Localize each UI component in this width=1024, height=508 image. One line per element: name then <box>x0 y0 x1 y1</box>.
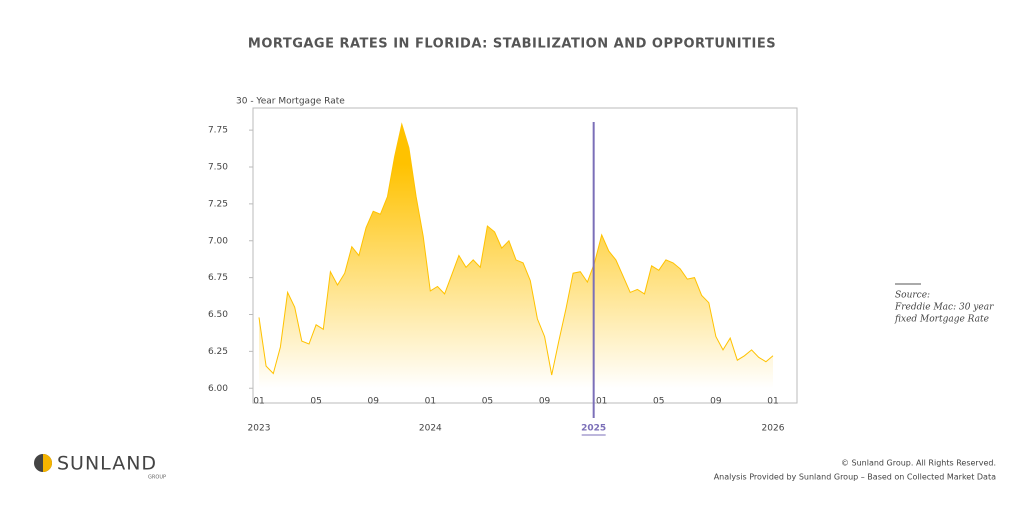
x-tick-label: 05 <box>653 397 664 407</box>
x-tick-label: 09 <box>367 397 379 407</box>
x-tick-label: 09 <box>539 397 551 407</box>
copyright: © Sunland Group. All Rights Reserved. <box>841 459 996 468</box>
analysis-note: Analysis Provided by Sunland Group – Bas… <box>714 473 996 482</box>
x-tick-label: 01 <box>253 397 264 407</box>
y-tick-label: 6.75 <box>208 273 228 283</box>
x-tick-label: 01 <box>596 397 607 407</box>
source-line: fixed Mortgage Rate <box>894 315 989 325</box>
source-heading: Source: <box>895 291 930 301</box>
y-tick-label: 7.00 <box>208 236 228 246</box>
line <box>258 122 774 376</box>
x-tick-label: 05 <box>310 397 321 407</box>
y-axis-label: 30 - Year Mortgage Rate <box>236 97 345 107</box>
year-label: 2026 <box>762 424 785 434</box>
chart-title: MORTGAGE RATES IN FLORIDA: STABILIZATION… <box>248 37 776 52</box>
year-label: 2025 <box>581 424 606 434</box>
x-tick-label: 01 <box>425 397 436 407</box>
logo-text: SUNLAND <box>57 453 157 475</box>
x-tick-label: 05 <box>482 397 493 407</box>
y-tick-label: 7.50 <box>208 163 228 173</box>
logo-sub: GROUP <box>148 475 166 481</box>
source-line: Freddie Mac: 30 year <box>894 303 994 313</box>
y-tick-label: 7.75 <box>208 126 228 136</box>
y-tick-label: 6.25 <box>208 347 228 357</box>
y-tick-label: 7.25 <box>208 199 228 209</box>
y-tick-label: 6.00 <box>208 384 228 394</box>
x-tick-label: 01 <box>767 397 778 407</box>
logo-icon-half <box>43 454 52 472</box>
year-label: 2023 <box>248 424 271 434</box>
area <box>259 124 773 389</box>
x-tick-label: 09 <box>710 397 722 407</box>
plot-frame <box>252 107 798 404</box>
year-label: 2024 <box>419 424 442 434</box>
y-tick-label: 6.50 <box>208 310 228 320</box>
